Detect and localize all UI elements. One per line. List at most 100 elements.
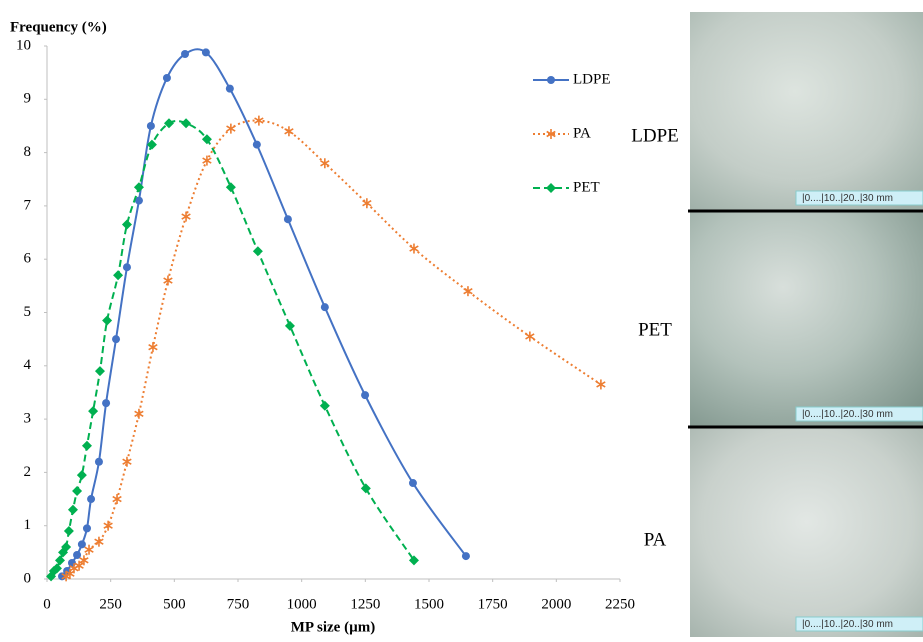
asterisk-stroke — [284, 128, 294, 135]
scale-bar — [795, 406, 923, 422]
asterisk-stroke — [112, 495, 122, 503]
data-point — [463, 286, 473, 297]
x-tick-label: 1000 — [287, 596, 317, 612]
data-point — [254, 115, 264, 126]
data-point — [252, 246, 263, 257]
y-tick-label: 10 — [16, 37, 31, 53]
y-tick-label: 7 — [24, 197, 32, 213]
data-point — [146, 139, 157, 150]
asterisk-stroke — [65, 570, 75, 577]
asterisk-stroke — [202, 157, 212, 164]
series-line — [65, 119, 602, 578]
data-point — [284, 320, 295, 331]
data-point — [94, 366, 105, 377]
scale-bar-label: |0....|10..|20..|30 mm — [802, 619, 893, 630]
x-tick-label: 2250 — [605, 596, 635, 612]
asterisk-stroke — [134, 410, 144, 417]
asterisk-stroke — [163, 277, 173, 284]
x-axis-title: MP size (µm) — [291, 619, 375, 635]
data-point — [84, 544, 94, 555]
asterisk-stroke — [74, 562, 84, 569]
asterisk-stroke — [94, 538, 104, 545]
x-tick-label: 500 — [163, 596, 186, 612]
x-tick-label: 1500 — [414, 596, 444, 612]
y-tick-label: 4 — [24, 357, 32, 373]
asterisk-stroke — [463, 287, 473, 295]
data-point — [51, 563, 62, 574]
data-point — [112, 494, 122, 505]
data-point — [181, 118, 192, 129]
data-point — [461, 552, 470, 561]
x-tick-label: 2000 — [541, 596, 571, 612]
data-point — [162, 73, 171, 82]
data-point — [225, 84, 234, 93]
legend-marker — [547, 76, 555, 84]
data-point — [88, 406, 99, 417]
data-point — [94, 536, 104, 547]
data-point — [283, 215, 292, 224]
photo-pa — [690, 428, 923, 637]
asterisk-stroke — [122, 458, 132, 465]
data-point — [87, 495, 96, 504]
asterisk-stroke — [320, 160, 330, 167]
y-axis-title: Frequency (%) — [10, 19, 107, 35]
asterisk-stroke — [84, 546, 94, 553]
scale-bar — [795, 616, 923, 632]
y-tick-label: 3 — [24, 411, 32, 427]
legend-marker — [546, 129, 556, 139]
data-point — [252, 140, 261, 149]
asterisk-stroke — [525, 333, 535, 340]
asterisk-stroke — [79, 557, 89, 564]
data-point — [284, 126, 294, 137]
photo-pet — [690, 212, 923, 427]
data-point — [94, 457, 103, 466]
data-point — [134, 408, 144, 419]
scale-bar — [795, 190, 923, 206]
y-tick-label: 8 — [24, 144, 32, 160]
data-point — [319, 400, 330, 411]
data-point — [201, 134, 212, 145]
data-point — [408, 479, 417, 488]
photo-ldpe — [690, 12, 923, 211]
data-point — [82, 524, 91, 533]
data-point — [103, 520, 113, 531]
data-point — [148, 342, 158, 353]
photo-label: PET — [638, 319, 672, 340]
legend-label: PA — [573, 125, 591, 141]
data-point — [361, 391, 370, 400]
data-point — [73, 551, 82, 560]
data-point — [146, 121, 155, 130]
y-tick-label: 2 — [24, 464, 32, 480]
data-point — [525, 331, 535, 342]
asterisk-stroke — [181, 213, 191, 220]
asterisk-stroke — [409, 245, 419, 252]
series-line — [61, 48, 467, 578]
data-point — [408, 555, 419, 566]
data-point — [102, 399, 111, 408]
asterisk-stroke — [148, 343, 158, 351]
x-tick-label: 1250 — [350, 596, 380, 612]
data-point — [122, 456, 132, 467]
data-point — [81, 440, 92, 451]
data-point — [61, 542, 72, 553]
y-tick-label: 0 — [24, 570, 32, 586]
photo-panel — [688, 12, 923, 637]
y-tick-label: 6 — [24, 251, 32, 267]
data-point — [72, 486, 83, 497]
photo-label: PA — [644, 529, 667, 550]
asterisk-stroke — [226, 125, 236, 132]
data-point — [226, 123, 236, 134]
data-point — [320, 158, 330, 169]
data-point — [201, 48, 210, 57]
data-point — [181, 49, 190, 58]
asterisk-stroke — [254, 117, 264, 124]
data-point — [113, 270, 124, 281]
data-point — [74, 560, 84, 571]
data-point — [320, 303, 329, 312]
data-point — [121, 219, 132, 230]
data-point — [77, 540, 86, 549]
data-point — [63, 526, 74, 537]
data-point — [112, 335, 121, 344]
x-tick-label: 0 — [43, 596, 51, 612]
